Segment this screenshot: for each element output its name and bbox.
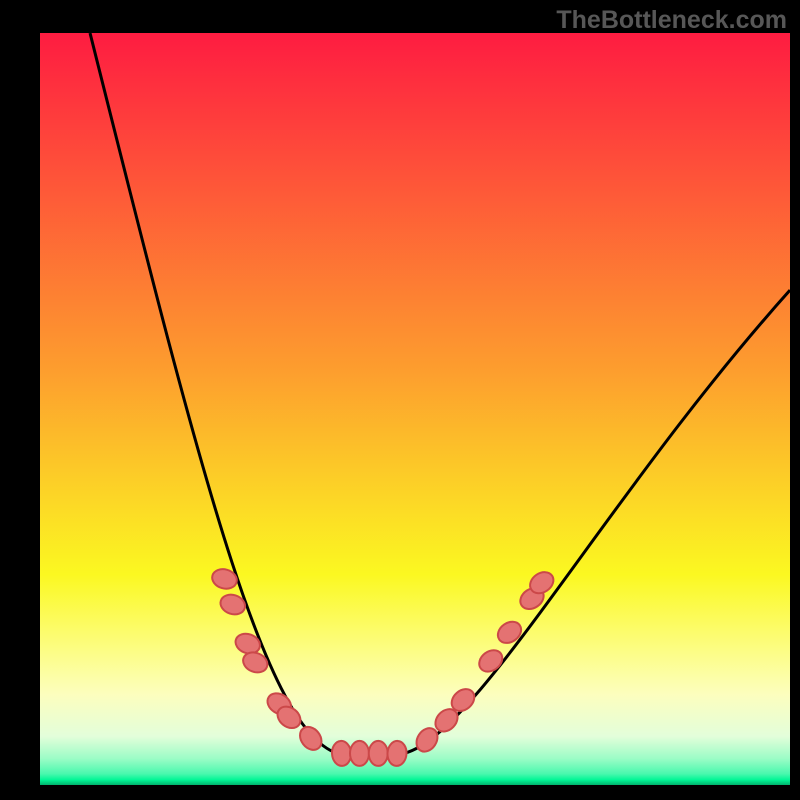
bead bbox=[350, 741, 369, 766]
bead bbox=[369, 741, 388, 766]
chart-svg bbox=[0, 0, 800, 800]
stage: TheBottleneck.com bbox=[0, 0, 800, 800]
bead bbox=[387, 740, 408, 766]
plot-area bbox=[40, 33, 790, 785]
gradient-background bbox=[40, 33, 790, 785]
bead bbox=[331, 740, 352, 766]
watermark: TheBottleneck.com bbox=[556, 6, 787, 35]
